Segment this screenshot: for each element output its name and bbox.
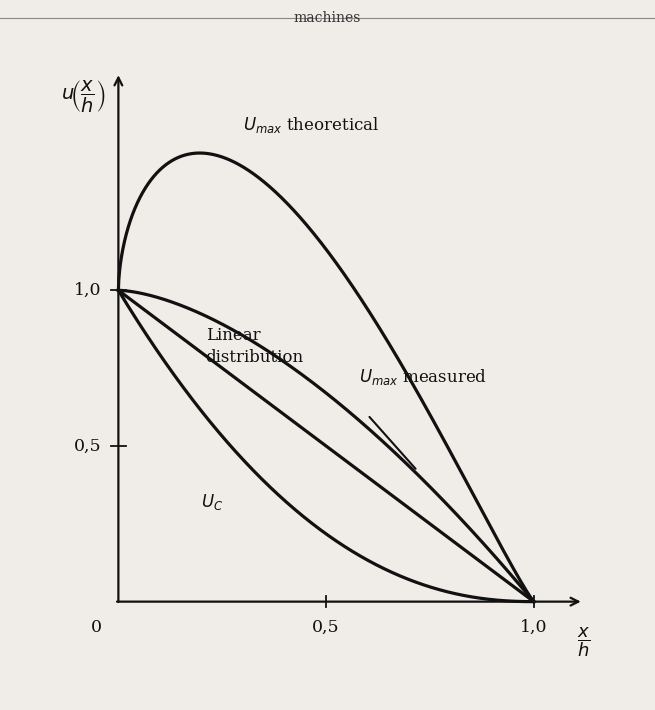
Text: 1,0: 1,0 bbox=[520, 618, 548, 635]
Text: 0,5: 0,5 bbox=[74, 437, 102, 454]
Text: $U_{max}$ theoretical: $U_{max}$ theoretical bbox=[243, 115, 379, 136]
Text: Linear
distribution: Linear distribution bbox=[206, 327, 304, 366]
Text: 1,0: 1,0 bbox=[74, 282, 102, 299]
Text: $U_{max}$ measured: $U_{max}$ measured bbox=[360, 368, 487, 388]
Text: $U_C$: $U_C$ bbox=[202, 492, 224, 512]
Text: $u\!\left(\dfrac{x}{h}\right)$: $u\!\left(\dfrac{x}{h}\right)$ bbox=[61, 79, 105, 115]
Text: 0,5: 0,5 bbox=[312, 618, 340, 635]
Text: machines: machines bbox=[294, 11, 361, 25]
Text: $\dfrac{x}{h}$: $\dfrac{x}{h}$ bbox=[576, 625, 591, 659]
Text: 0: 0 bbox=[91, 618, 102, 635]
